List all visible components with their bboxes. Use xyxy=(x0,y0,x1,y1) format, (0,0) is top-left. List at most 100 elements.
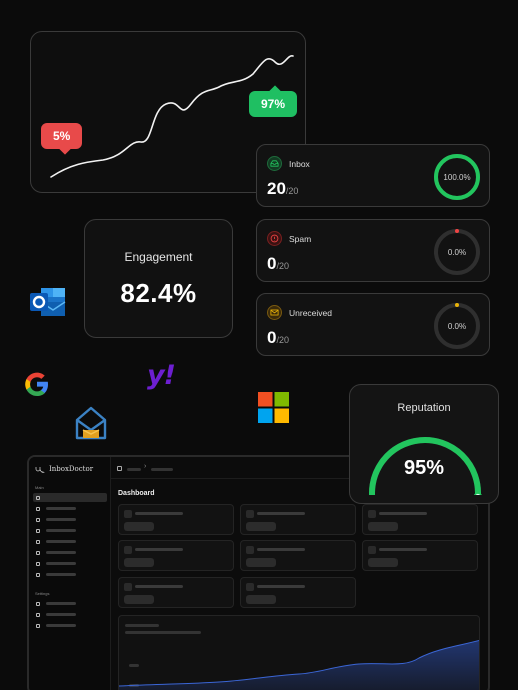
stat-tile xyxy=(118,540,234,571)
brand-name: InboxDoctor xyxy=(49,465,94,473)
stat-tile xyxy=(362,504,478,535)
ring-indicator xyxy=(455,303,459,307)
breadcrumb-item[interactable] xyxy=(127,468,141,471)
section-main-label: Main xyxy=(35,485,44,490)
sidebar-item-chat[interactable] xyxy=(33,548,107,557)
tile-label xyxy=(257,548,305,551)
reply-icon xyxy=(368,546,376,554)
tile-value xyxy=(124,522,154,531)
low-score-bubble: 5% xyxy=(41,123,83,149)
sidebar-item-user[interactable] xyxy=(33,599,107,608)
proton-mail-logo xyxy=(75,406,107,440)
tile-value xyxy=(246,522,276,531)
page-title: Dashboard xyxy=(118,490,155,497)
tile-value xyxy=(124,595,154,604)
reputation-value: 95% xyxy=(403,457,445,479)
tile-label xyxy=(379,548,427,551)
sidebar-item-inbox[interactable] xyxy=(33,504,107,513)
tile-value xyxy=(124,558,154,567)
yahoo-logo: y! xyxy=(147,360,176,391)
ring-fill xyxy=(434,154,480,200)
sidebar: InboxDoctor Main Settings xyxy=(29,457,111,690)
unreceived-status-card: Unreceived 0/20 0.0% xyxy=(256,293,490,356)
tile-label xyxy=(135,585,183,588)
tile-value xyxy=(246,558,276,567)
tile-label xyxy=(135,548,183,551)
inbox-progress-ring xyxy=(434,154,480,200)
mail-icon xyxy=(246,583,254,591)
sidebar-item-billing[interactable] xyxy=(33,621,107,630)
unreceived-count: 0/20 xyxy=(267,328,289,347)
home-icon xyxy=(124,546,132,554)
reputation-card: Reputation 95% xyxy=(349,384,499,504)
drop-icon xyxy=(36,539,40,544)
pointer-icon xyxy=(124,583,132,591)
sidebar-toggle-icon[interactable] xyxy=(117,466,122,471)
sidebar-item-text xyxy=(46,624,76,627)
stat-tile xyxy=(240,540,356,571)
tile-label xyxy=(135,512,183,515)
sidebar-item-text xyxy=(46,518,76,521)
tile-label xyxy=(257,585,305,588)
sidebar-item-text xyxy=(46,602,76,605)
sidebar-item-text xyxy=(46,540,76,543)
reputation-label: Reputation xyxy=(397,402,451,414)
inbox-status-card: Inbox 20/20 100.0% xyxy=(256,144,490,207)
google-logo xyxy=(25,372,48,396)
inbox-icon xyxy=(246,510,254,518)
sidebar-item-dashboard[interactable] xyxy=(33,493,107,502)
inbox-icon xyxy=(267,156,282,171)
unreceived-label: Unreceived xyxy=(289,307,332,318)
section-settings-label: Settings xyxy=(35,591,50,596)
globe-icon xyxy=(36,517,40,522)
pin-icon xyxy=(36,572,40,577)
dashboard-preview: InboxDoctor Main Settings › Dashboard xyxy=(27,455,490,690)
outlook-logo xyxy=(30,288,66,316)
gauge-fill xyxy=(369,437,481,495)
sidebar-item-text xyxy=(46,529,76,532)
sidebar-item-drop[interactable] xyxy=(33,537,107,546)
axis-tick xyxy=(129,664,139,667)
inbox-label: Inbox xyxy=(289,158,310,169)
brand: InboxDoctor xyxy=(35,465,93,473)
microsoft-logo xyxy=(258,392,289,423)
tile-value xyxy=(368,558,398,567)
unreceived-percent: 0.0% xyxy=(447,321,467,331)
tools-icon xyxy=(36,528,40,533)
stat-tile xyxy=(118,504,234,535)
tile-label xyxy=(379,512,427,515)
spam-count: 0/20 xyxy=(267,254,289,273)
reputation-gauge xyxy=(369,437,482,495)
top-bar: › xyxy=(111,457,488,479)
breadcrumb-item[interactable] xyxy=(151,468,173,471)
stethoscope-icon xyxy=(35,466,45,473)
sidebar-item-team[interactable] xyxy=(33,610,107,619)
sidebar-item-globe[interactable] xyxy=(33,515,107,524)
team-icon xyxy=(36,612,40,617)
deliverability-trend-card: 5% 97% xyxy=(30,31,306,193)
high-score-bubble: 97% xyxy=(249,91,298,117)
trend-line xyxy=(50,55,294,178)
spam-status-card: Spam 0/20 0.0% xyxy=(256,219,490,282)
card-icon xyxy=(36,623,40,628)
sidebar-item-text xyxy=(46,551,76,554)
sidebar-item-text xyxy=(46,613,76,616)
inbox-percent: 100.0% xyxy=(443,172,471,182)
spam-progress-ring xyxy=(434,229,480,275)
tile-value xyxy=(246,595,276,604)
chart-title xyxy=(125,624,159,627)
sidebar-item-tag[interactable] xyxy=(33,559,107,568)
chart-subtitle xyxy=(125,631,201,634)
engagement-card: Engagement 82.4% xyxy=(84,219,233,338)
sidebar-item-tools[interactable] xyxy=(33,526,107,535)
tile-value xyxy=(368,522,398,531)
sidebar-item-pin[interactable] xyxy=(33,570,107,579)
engagement-value: 82.4% xyxy=(120,278,197,308)
sidebar-item-text xyxy=(46,562,76,565)
inbox-icon xyxy=(36,506,40,511)
gauge-knob xyxy=(473,492,482,495)
unreceived-progress-ring xyxy=(434,303,480,349)
tile-label xyxy=(257,512,305,515)
warning-icon xyxy=(124,510,132,518)
stat-tile xyxy=(362,540,478,571)
